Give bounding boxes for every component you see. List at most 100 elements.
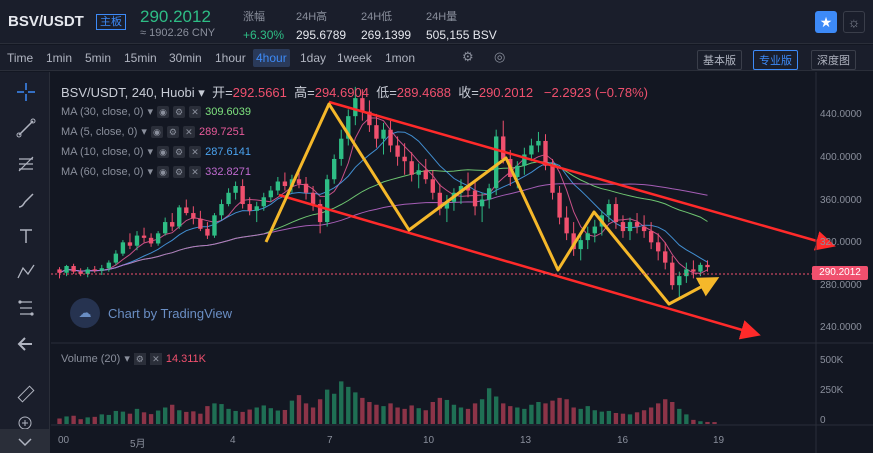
- symbol-label[interactable]: BSV/USDT, 240, Huobi: [61, 85, 195, 100]
- crosshair-icon[interactable]: [14, 80, 38, 104]
- tf-1mon[interactable]: 1mon: [385, 51, 416, 65]
- tf-1hour[interactable]: 1hour: [215, 51, 246, 65]
- volume-bar: [324, 389, 330, 424]
- close-icon[interactable]: ✕: [149, 352, 162, 365]
- settings-icon[interactable]: ⚙: [173, 165, 186, 178]
- volume-bar: [64, 416, 69, 424]
- candle-body: [198, 218, 203, 229]
- candle-body: [705, 264, 710, 268]
- volume-bar: [170, 404, 175, 424]
- time-tick: 16: [617, 435, 629, 446]
- settings-icon[interactable]: ⚙: [166, 125, 179, 138]
- candle-body: [543, 140, 548, 166]
- close-icon[interactable]: ✕: [189, 165, 202, 178]
- drawing-toolbar: [0, 72, 50, 453]
- tf-4hour[interactable]: 4hour: [253, 49, 290, 67]
- prediction-tool-icon[interactable]: [14, 296, 38, 320]
- pattern-tool-icon[interactable]: [14, 260, 38, 284]
- indicator-ma60[interactable]: MA (60, close, 0) ▾ ◉ ⚙ ✕ 332.8271: [61, 165, 251, 178]
- screenshot-icon[interactable]: ◎: [494, 49, 506, 64]
- volume-bar: [395, 407, 400, 424]
- candle-body: [550, 165, 555, 193]
- candle-body: [536, 140, 541, 146]
- candle-body: [381, 129, 386, 139]
- indicator-ma5[interactable]: MA (5, close, 0) ▾ ◉ ⚙ ✕ 289.7251: [61, 125, 245, 138]
- price-chart[interactable]: [51, 72, 873, 453]
- close-icon[interactable]: ✕: [189, 105, 202, 118]
- candle-body: [557, 192, 562, 218]
- volume-bar: [99, 414, 104, 424]
- wave-annotation-path: [264, 102, 720, 306]
- settings-icon[interactable]: ⚙: [462, 49, 474, 64]
- volume-bar: [479, 399, 485, 424]
- mode-basic-button[interactable]: 基本版: [697, 50, 742, 70]
- volume-bar: [627, 414, 633, 424]
- header-bar: BSV/USDT 主板 290.2012 ≈ 1902.26 CNY 涨幅 +6.…: [0, 0, 873, 44]
- candle-body: [423, 170, 428, 180]
- tf-1min[interactable]: 1min: [46, 51, 73, 65]
- volume-bar: [416, 408, 421, 424]
- text-tool-icon[interactable]: [14, 224, 38, 248]
- tf-15min[interactable]: 15min: [124, 51, 157, 65]
- indicator-label: MA (30, close, 0): [61, 105, 144, 118]
- trend-line-icon[interactable]: [14, 116, 38, 140]
- eye-icon[interactable]: ◉: [157, 145, 170, 158]
- volume-bar: [374, 404, 379, 424]
- volume-bar: [106, 414, 112, 424]
- volume-bar: [585, 406, 590, 424]
- volume-bar: [677, 408, 682, 424]
- tf-1day[interactable]: 1day: [300, 51, 327, 65]
- candle-body: [296, 179, 302, 184]
- sun-icon[interactable]: ☼: [843, 11, 865, 33]
- candle-body: [663, 251, 668, 263]
- tf-5min[interactable]: 5min: [85, 51, 112, 65]
- volume-bar: [501, 403, 506, 424]
- volume-bar: [219, 404, 224, 424]
- candle-body: [472, 190, 478, 207]
- volume-bar: [205, 406, 210, 424]
- eye-icon[interactable]: ◉: [150, 125, 163, 138]
- low-value: 289.4688: [396, 85, 452, 100]
- star-icon[interactable]: ★: [815, 11, 837, 33]
- tf-1week[interactable]: 1week: [337, 51, 372, 65]
- candle-body: [677, 276, 682, 286]
- volume-bar: [233, 410, 238, 424]
- settings-icon[interactable]: ⚙: [173, 145, 186, 158]
- close-icon[interactable]: ✕: [182, 125, 195, 138]
- eye-icon[interactable]: ◉: [157, 165, 170, 178]
- candle-body: [437, 192, 443, 209]
- indicator-ma10[interactable]: MA (10, close, 0) ▾ ◉ ⚙ ✕ 287.6141: [61, 145, 251, 158]
- volume-bar: [317, 399, 323, 424]
- volume-bar: [275, 410, 281, 424]
- mode-pro-button[interactable]: 专业版: [753, 50, 798, 70]
- volume-bar: [458, 407, 464, 424]
- collapse-chevron-icon[interactable]: [0, 429, 50, 453]
- brush-icon[interactable]: [14, 188, 38, 212]
- candle-body: [353, 98, 358, 117]
- tf-30min[interactable]: 30min: [169, 51, 202, 65]
- back-arrow-icon[interactable]: [14, 332, 38, 356]
- candle-body: [465, 186, 471, 191]
- close-icon[interactable]: ✕: [189, 145, 202, 158]
- mode-depth-button[interactable]: 深度图: [811, 50, 856, 70]
- volume-bar: [226, 408, 231, 424]
- indicator-ma30[interactable]: MA (30, close, 0) ▾ ◉ ⚙ ✕ 309.6039: [61, 105, 251, 118]
- eye-icon[interactable]: ◉: [157, 105, 170, 118]
- candle-body: [282, 181, 288, 187]
- settings-icon[interactable]: ⚙: [133, 352, 146, 365]
- ruler-icon[interactable]: [14, 382, 38, 406]
- tradingview-watermark[interactable]: ☁ Chart by TradingView: [70, 298, 232, 328]
- volume-bar: [592, 410, 597, 424]
- tf-time[interactable]: Time: [7, 51, 34, 65]
- channel-lower-line: [278, 193, 761, 340]
- volume-bar: [564, 399, 569, 424]
- candle-body: [592, 226, 597, 234]
- volume-bar: [289, 400, 295, 424]
- settings-icon[interactable]: ⚙: [173, 105, 186, 118]
- candle-body: [317, 204, 323, 223]
- pair-title[interactable]: BSV/USDT: [8, 13, 84, 30]
- time-tick: 13: [520, 435, 532, 446]
- fib-tool-icon[interactable]: [14, 152, 38, 176]
- volume-bar: [184, 411, 189, 424]
- candle-body: [479, 199, 485, 207]
